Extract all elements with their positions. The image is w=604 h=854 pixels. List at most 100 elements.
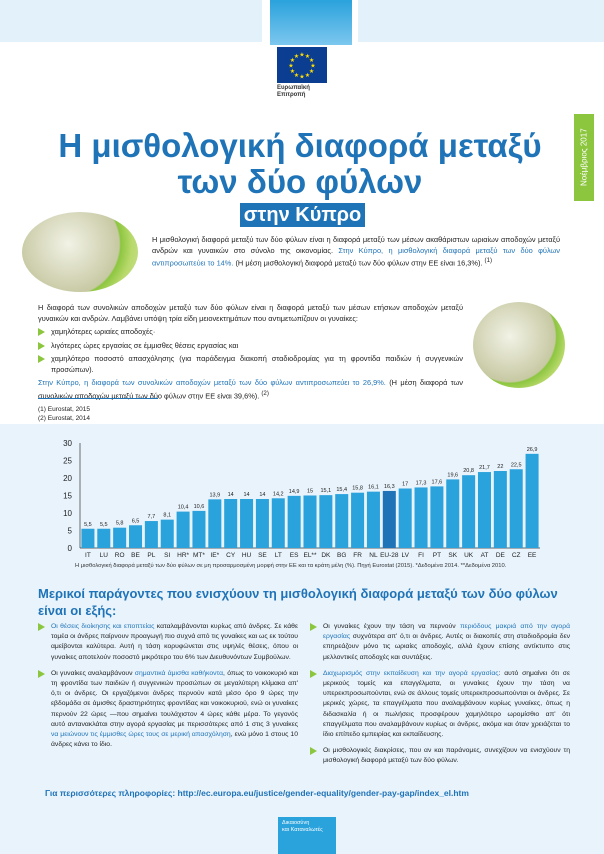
factor-text: Οι γυναίκες έχουν την τάση να περνούν [323, 623, 460, 630]
data-label: 16,3 [384, 484, 395, 490]
x-tick-label: MT* [193, 552, 205, 559]
factor-text: καταλαμβάνονται κυρίως από άνδρες. Σε κά… [51, 623, 298, 661]
data-label: 15,8 [352, 486, 363, 492]
list-item: Οι θέσεις διοίκησης και εποπτείας καταλα… [38, 622, 298, 663]
data-label: 17 [402, 482, 408, 488]
x-tick-label: SI [164, 552, 170, 559]
star-icon: ★ [309, 68, 314, 75]
star-icon: ★ [309, 57, 314, 64]
x-tick-label: HU [242, 552, 252, 559]
bar-LT [271, 498, 285, 548]
total-text: Η διαφορά των συνολικών αποδοχών μεταξύ … [38, 303, 463, 323]
data-label: 26,9 [527, 447, 538, 453]
y-tick-label: 10 [63, 509, 72, 518]
footnote-ref: (2) [261, 389, 269, 397]
x-tick-label: BE [131, 552, 140, 559]
intro-paragraph: Η μισθολογική διαφορά μεταξύ των δύο φύλ… [152, 235, 560, 269]
bar-EU-28 [382, 490, 396, 548]
bar-PL [144, 521, 158, 548]
factor-link[interactable]: Διαχωρισμός στην εκπαίδευση και την αγορ… [323, 669, 499, 677]
data-label: 22 [497, 464, 503, 470]
logo-line1: Ευρωπαϊκή [277, 85, 310, 91]
factor-text: συχνότερα απ' ό,τι οι άνδρες. Αυτές οι δ… [323, 633, 570, 661]
x-tick-label: DK [321, 552, 331, 559]
bar-HU [240, 499, 254, 548]
total-highlight: Στην Κύπρο, η διαφορά των συνολικών αποδ… [38, 378, 386, 387]
factor-link[interactable]: Οι θέσεις διοίκησης και εποπτείας [51, 623, 155, 630]
data-label: 14 [243, 492, 249, 498]
x-tick-label: FR [353, 552, 362, 559]
footnote: (2) Eurostat, 2014 [38, 415, 91, 422]
bar-CZ [509, 469, 523, 548]
data-label: 17,6 [432, 479, 443, 485]
factor-text: Οι γυναίκες αναλαμβάνουν [51, 669, 135, 677]
logo-text: Ευρωπαϊκή Επιτροπή [277, 85, 310, 99]
y-tick-label: 30 [63, 439, 72, 448]
bar-FR [351, 492, 365, 548]
data-label: 15,4 [336, 487, 347, 493]
x-tick-label: CZ [512, 552, 521, 559]
y-tick-label: 0 [68, 544, 73, 553]
bar-IE* [208, 499, 222, 548]
bar-FI [414, 487, 428, 548]
x-tick-label: IE* [210, 552, 219, 559]
x-tick-label: HR* [177, 552, 189, 559]
footnotes: (1) Eurostat, 2015 (2) Eurostat, 2014 [38, 398, 158, 423]
data-label: 6,5 [132, 518, 140, 524]
bar-ES [287, 495, 301, 548]
list-item: χαμηλότερο ποσοστό απασχόλησης (για παρά… [38, 354, 463, 375]
x-tick-label: EU-28 [380, 552, 399, 559]
x-tick-label: PL [147, 552, 155, 559]
bar-UK [462, 475, 476, 548]
data-label: 14,9 [289, 489, 300, 495]
pay-gap-bar-chart: 0 5 10 15 20 25 30 5,5 IT 5,5 LU 5,8 RO 6,5 BE 7,7 PL 8,1… [63, 439, 540, 559]
factor-text: , όπως το νοικοκυριό και τη φροντίδα των… [51, 669, 299, 728]
x-tick-label: ES [290, 552, 299, 559]
bar-RO [113, 527, 127, 548]
more-info-link[interactable]: Για περισσότερες πληροφορίες: http://ec.… [45, 788, 469, 798]
factor-link[interactable]: να μειώνουν τις έμμισθες ώρες τους σε με… [51, 731, 231, 739]
factors-column-left: Οι θέσεις διοίκησης και εποπτείας καταλα… [38, 622, 298, 756]
bar-DK [319, 495, 333, 548]
list-item: Διαχωρισμός στην εκπαίδευση και την αγορ… [310, 669, 570, 740]
x-tick-label: FI [418, 552, 424, 559]
star-icon: ★ [310, 63, 315, 70]
y-tick-label: 15 [63, 492, 72, 501]
x-tick-label: BG [337, 552, 346, 559]
total-tail: (Η μέση διαφορά των συνολικών αποδοχών μ… [38, 378, 463, 400]
data-label: 22,5 [511, 462, 522, 468]
euro-coin-image [22, 212, 138, 292]
list-item: λιγότερες ώρες εργασίας σε έμμισθες θέσε… [38, 341, 463, 352]
eu-flag-icon: ★ ★ ★ ★ ★ ★ ★ ★ ★ ★ ★ ★ [277, 47, 327, 83]
factor-link[interactable]: περιόδους μακριά από την αγορά εργασίας [323, 623, 570, 641]
data-label: 15,1 [321, 488, 332, 494]
x-tick-label: CY [226, 552, 236, 559]
factor-link[interactable]: σημαντικά άμισθα καθήκοντα [134, 669, 224, 677]
star-icon: ★ [290, 57, 295, 64]
footnote-ref: (1) [484, 257, 493, 264]
bar-CY [224, 499, 238, 548]
page-subtitle: στην Κύπρο [240, 203, 365, 227]
x-tick-label: UK [464, 552, 474, 559]
star-icon: ★ [305, 53, 310, 60]
x-tick-label: EL** [303, 552, 316, 559]
data-label: 14 [259, 492, 265, 498]
data-label: 5,8 [116, 521, 124, 527]
star-icon: ★ [290, 68, 295, 75]
intro-text: Η μισθολογική διαφορά μεταξύ των δύο φύλ… [152, 235, 560, 255]
bar-DE [493, 471, 507, 548]
list-item: Οι γυναίκες έχουν την τάση να περνούν πε… [310, 622, 570, 663]
total-earnings-section: Η διαφορά των συνολικών αποδοχών μεταξύ … [38, 303, 463, 401]
x-tick-label: LV [401, 552, 409, 559]
bar-EL** [303, 495, 317, 548]
data-label: 20,8 [463, 468, 474, 474]
x-tick-label: AT [481, 552, 489, 559]
bar-BG [335, 494, 349, 548]
bar-EE [525, 453, 539, 548]
x-tick-label: RO [115, 552, 125, 559]
data-label: 14,2 [273, 491, 284, 497]
euro-coin-image-2 [473, 302, 565, 388]
x-tick-label: NL [369, 552, 378, 559]
bar-HR* [176, 511, 190, 548]
intro-tail: (Η μέση μισθολογική διαφορά μεταξύ των δ… [233, 258, 483, 268]
